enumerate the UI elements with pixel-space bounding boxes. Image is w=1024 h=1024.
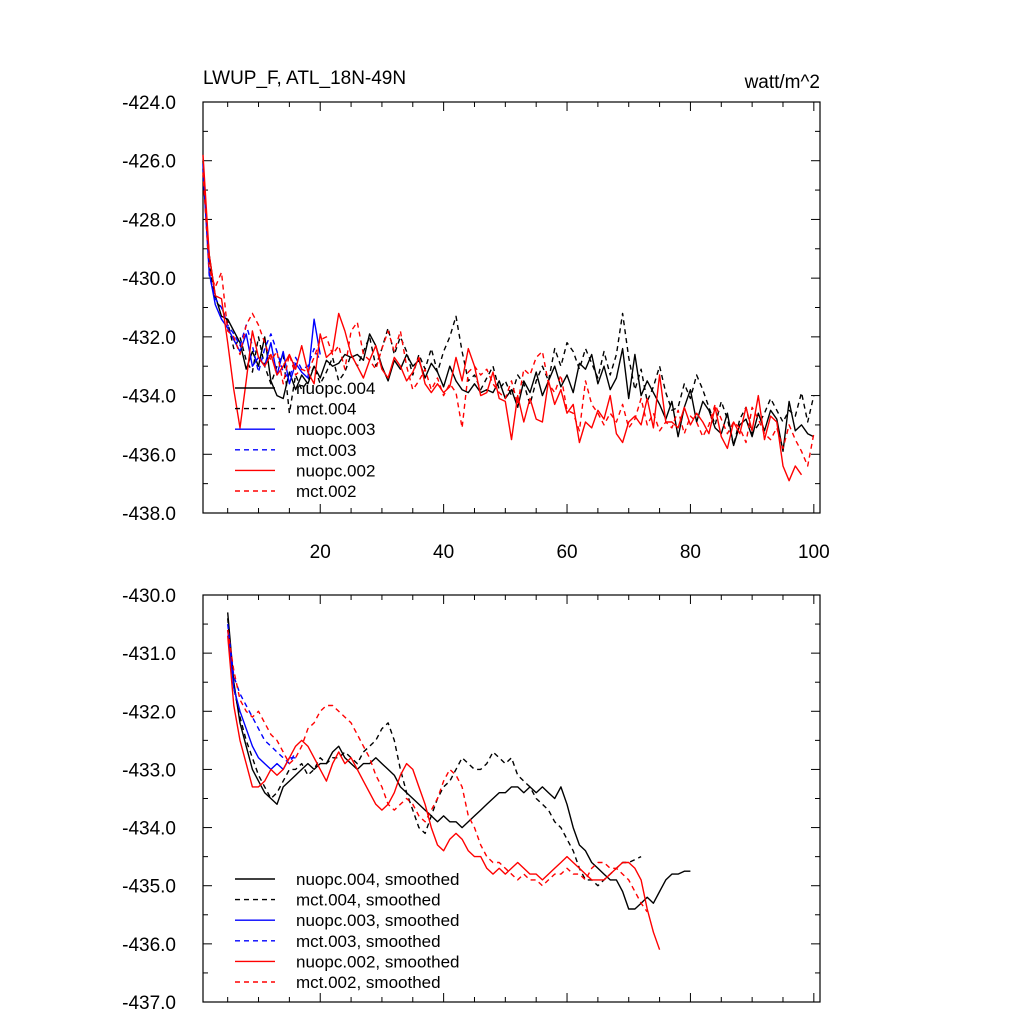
x-tick-label: 80 (680, 542, 701, 563)
y-tick-label: -430.0 (122, 269, 176, 290)
y-tick-label: -435.0 (122, 877, 176, 898)
y-tick-label: -434.0 (122, 819, 176, 840)
y-tick-label: -432.0 (122, 328, 176, 349)
legend-label: mct.002, smoothed (296, 973, 441, 992)
panel-top: LWUP_F, ATL_18N-49N watt/m^2 -424.0 -426.… (122, 68, 830, 563)
series-line-nuopc-004-smoothed (227, 612, 691, 910)
series-group-bottom (227, 612, 691, 950)
legend-label: mct.004, smoothed (296, 891, 441, 910)
series-line-mct-004 (202, 160, 815, 447)
series-line-nuopc-002-smoothed (227, 635, 661, 950)
legend-label: nuopc.004 (296, 379, 375, 398)
series-line-nuopc-004 (202, 175, 815, 452)
y-tick-label: -432.0 (122, 702, 176, 723)
series-line-mct-002-smoothed (227, 629, 648, 913)
y-tick-label: -438.0 (122, 504, 176, 525)
x-tick-label: 100 (798, 542, 830, 563)
series-line-mct-003-smoothed (227, 624, 297, 765)
y-tick-label: -428.0 (122, 210, 176, 231)
y-axis-bottom: -430.0 -431.0 -432.0 -433.0 -434.0 -435.0 -436… (122, 586, 820, 1014)
series-line-mct-003 (202, 163, 321, 379)
legend-label: mct.003 (296, 441, 356, 460)
y-tick-label: -424.0 (122, 93, 176, 114)
y-tick-label: -436.0 (122, 445, 176, 466)
units-label: watt/m^2 (744, 72, 820, 93)
y-tick-label: -434.0 (122, 387, 176, 408)
x-axis-bottom (227, 595, 815, 1002)
legend-label: mct.004 (296, 400, 356, 419)
x-tick-label: 40 (433, 542, 454, 563)
legend-label: nuopc.002, smoothed (296, 952, 460, 971)
panel-bottom: -430.0 -431.0 -432.0 -433.0 -434.0 -435.0 -436… (122, 586, 821, 1014)
series-group-top (202, 154, 815, 482)
series-line-nuopc-003-smoothed (227, 629, 296, 771)
legend-label: mct.002 (296, 482, 356, 501)
series-line-nuopc-002 (202, 154, 803, 482)
x-tick-label: 60 (556, 542, 577, 563)
y-tick-label: -426.0 (122, 152, 176, 173)
y-tick-label: -431.0 (122, 644, 176, 665)
y-tick-label: -430.0 (122, 586, 176, 607)
legend-label: nuopc.003, smoothed (296, 911, 460, 930)
series-line-mct-002 (202, 172, 815, 467)
y-tick-label: -433.0 (122, 760, 176, 781)
legend-label: nuopc.003 (296, 420, 375, 439)
series-line-mct-004-smoothed (227, 618, 642, 887)
x-tick-label: 20 (310, 542, 331, 563)
legend-label: mct.003, smoothed (296, 932, 441, 951)
y-axis-top: -424.0 -426.0 -428.0 -430.0 -432.0 -434.0 -436… (122, 93, 820, 525)
x-axis-top: 20 40 60 80 100 (227, 102, 830, 563)
chart-title: LWUP_F, ATL_18N-49N (203, 68, 406, 89)
legend-label: nuopc.002 (296, 461, 375, 480)
y-tick-label: -437.0 (122, 993, 176, 1014)
y-tick-label: -436.0 (122, 935, 176, 956)
legend-label: nuopc.004, smoothed (296, 870, 460, 889)
